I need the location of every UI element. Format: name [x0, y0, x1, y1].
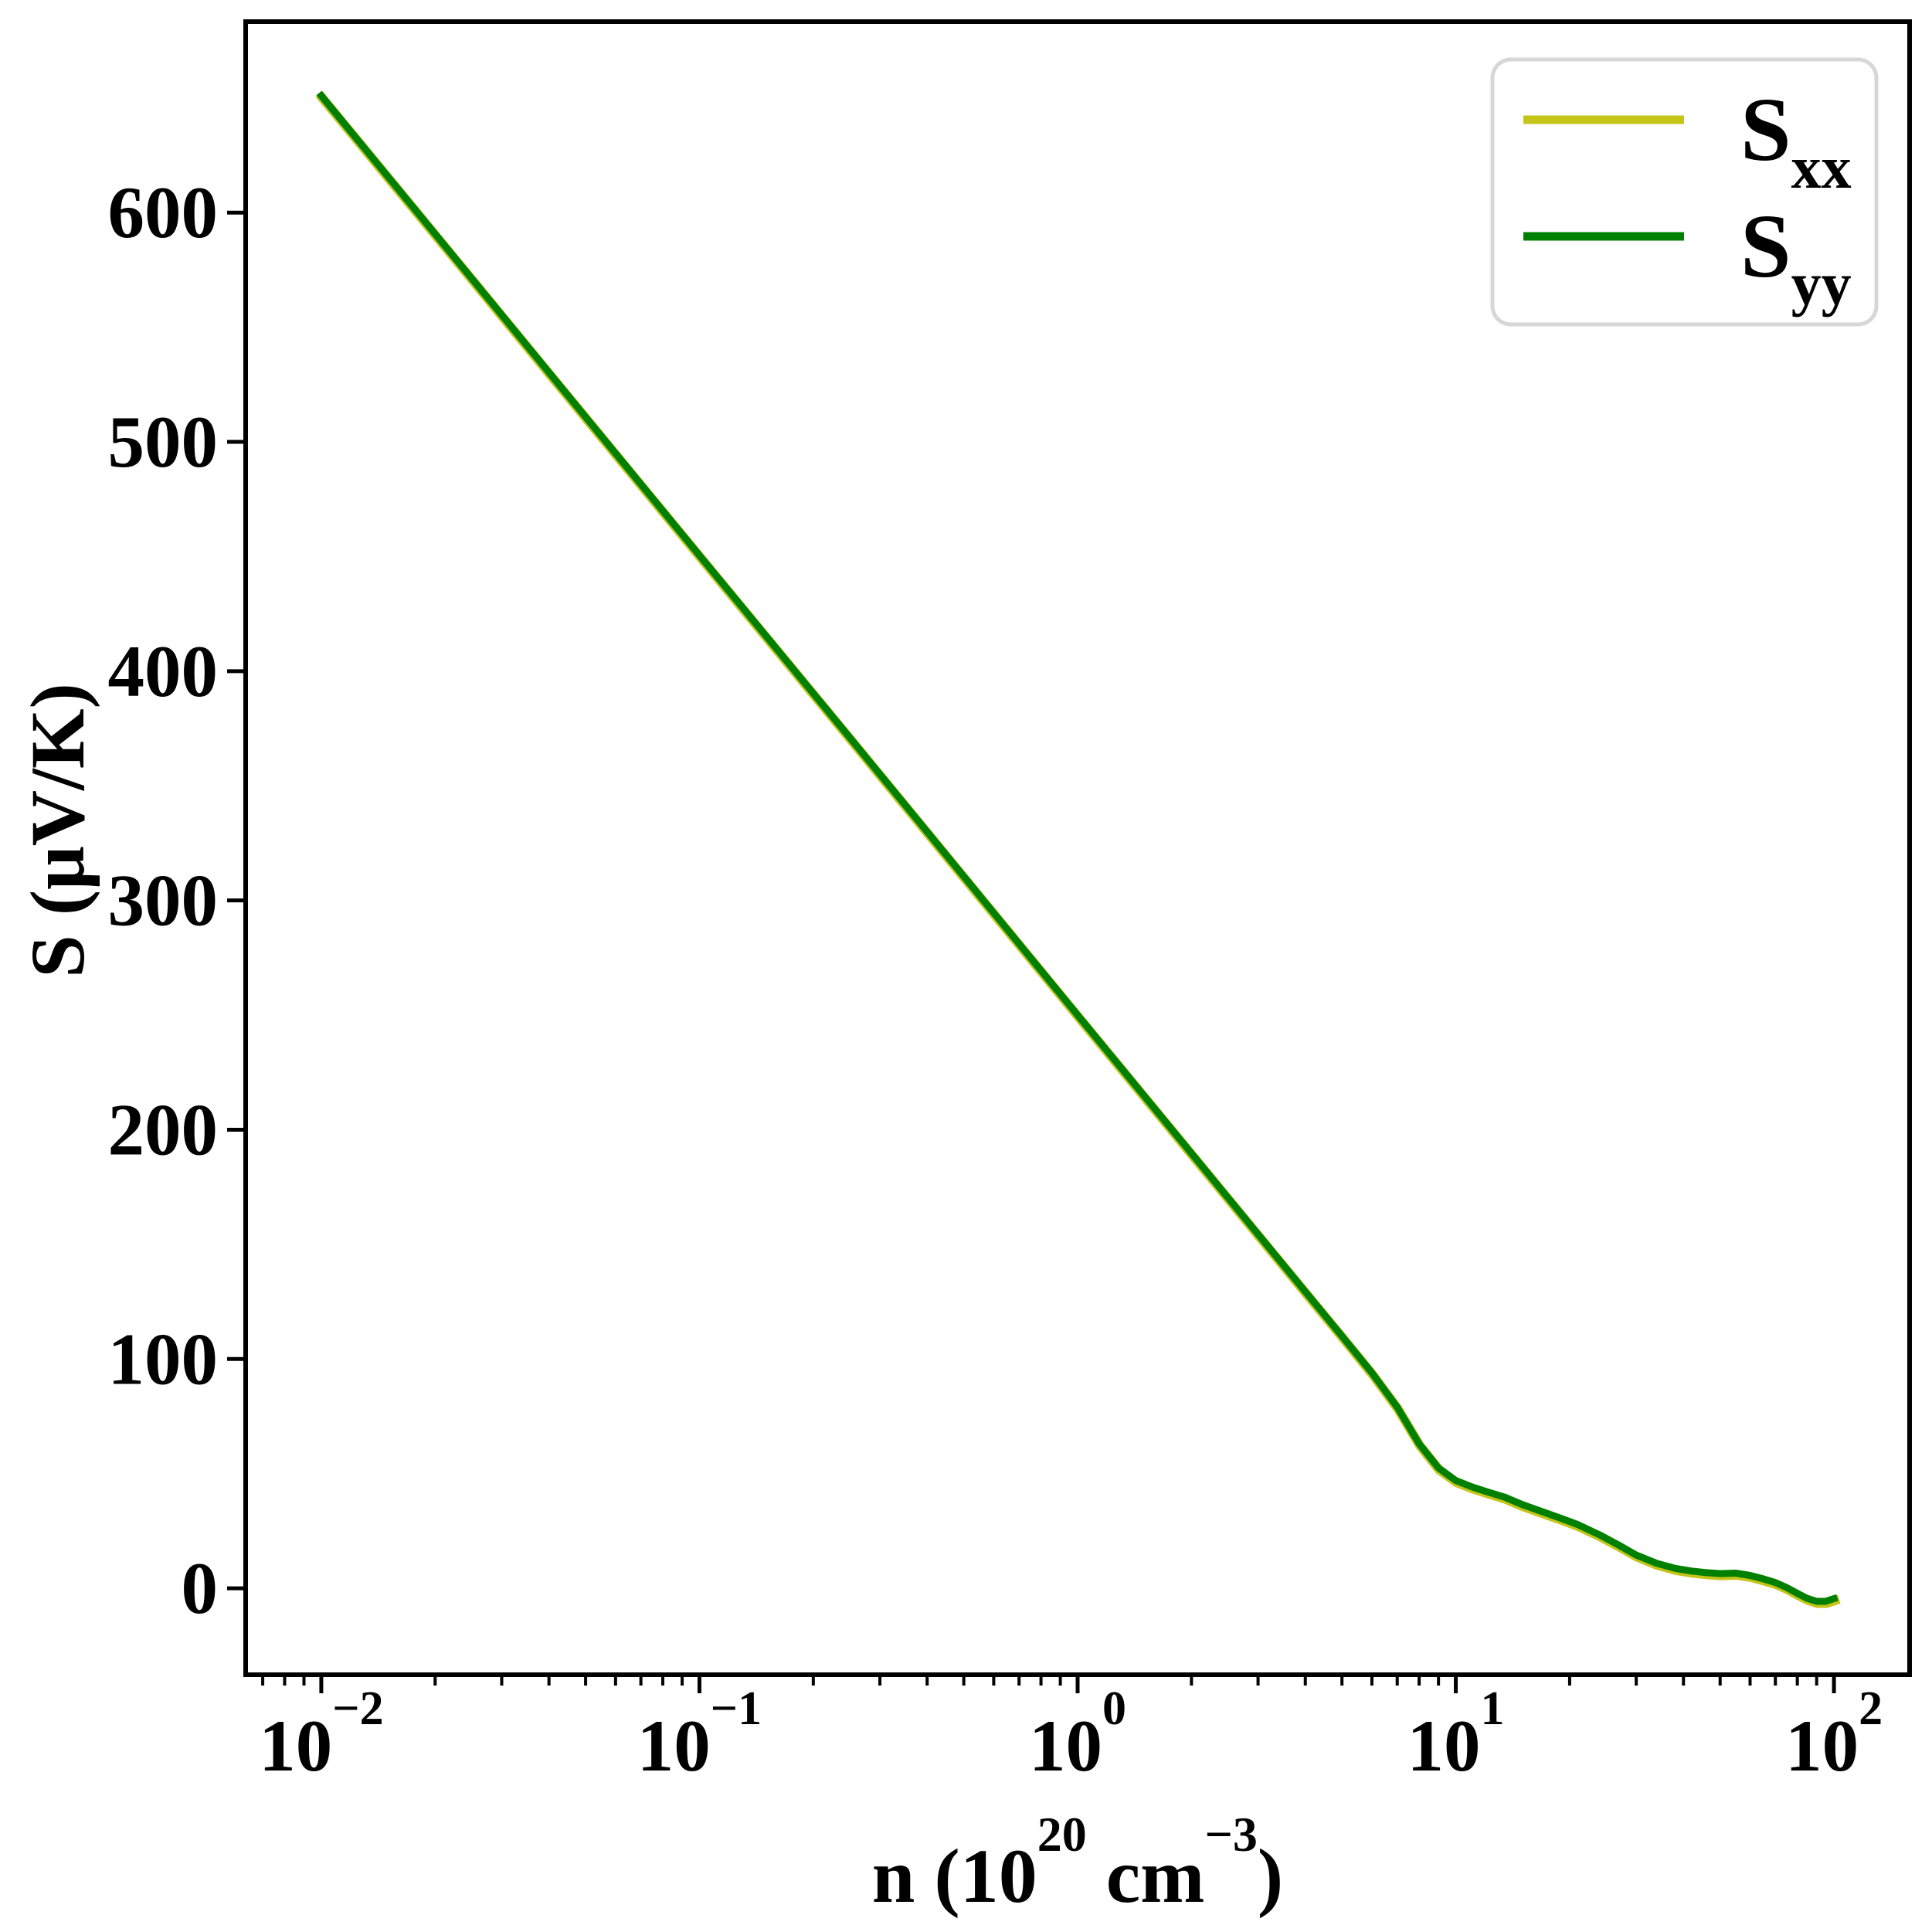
x-tick-label-exponent: 2 [1859, 1682, 1883, 1735]
x-axis-label-superscript: 20 [1037, 1807, 1087, 1862]
legend-label-sxx-main: S [1740, 79, 1791, 180]
x-tick-label-base: 10 [637, 1705, 711, 1787]
y-axis-ticks: 0 100 200 300 400 500 600 [108, 171, 246, 1629]
x-axis-label-text: ) [1258, 1833, 1283, 1919]
x-tick-label-exponent: 0 [1102, 1682, 1126, 1735]
legend-label-syy-sub: yy [1791, 250, 1852, 317]
y-tick-label: 300 [108, 860, 219, 942]
series-lines [315, 90, 1841, 1608]
legend-box [1490, 57, 1879, 327]
y-tick-label: 200 [108, 1088, 219, 1170]
legend-label-syy-main: S [1740, 195, 1791, 297]
legend-label-sxx: Sxx [1740, 79, 1852, 201]
x-axis-ticks: 10−2 10−1 100 101 102 [259, 1675, 1883, 1787]
y-axis-label: S (μV/K) [15, 683, 100, 978]
x-tick-label: 100 [1029, 1682, 1126, 1787]
x-tick-label-exponent: −1 [711, 1682, 762, 1735]
x-tick-label: 10−2 [259, 1682, 383, 1787]
x-tick-label: 101 [1407, 1682, 1505, 1787]
series-line-syy [316, 90, 1839, 1605]
y-tick-label: 500 [108, 401, 219, 483]
y-tick-label: 0 [182, 1547, 219, 1629]
y-tick-label: 100 [108, 1318, 219, 1400]
x-axis-label-text: cm [1087, 1833, 1205, 1919]
x-axis-label-superscript: −3 [1204, 1807, 1257, 1862]
x-tick-label-base: 10 [259, 1705, 332, 1787]
x-tick-label: 10−1 [637, 1682, 762, 1787]
x-tick-label-base: 10 [1029, 1705, 1102, 1787]
x-axis-label-text: n (10 [872, 1833, 1037, 1919]
x-tick-label-exponent: 1 [1481, 1682, 1505, 1735]
x-tick-label: 102 [1785, 1682, 1883, 1787]
legend-label-syy: Syy [1740, 195, 1852, 317]
y-tick-label: 600 [108, 171, 219, 253]
legend: Sxx Syy [1490, 57, 1879, 327]
x-tick-label-exponent: −2 [332, 1682, 383, 1735]
x-tick-label-base: 10 [1785, 1705, 1859, 1787]
y-tick-label: 400 [108, 630, 219, 712]
x-tick-label-base: 10 [1407, 1705, 1481, 1787]
x-axis-label: n (1020 cm−3) [872, 1807, 1283, 1919]
legend-label-sxx-sub: xx [1791, 134, 1852, 201]
